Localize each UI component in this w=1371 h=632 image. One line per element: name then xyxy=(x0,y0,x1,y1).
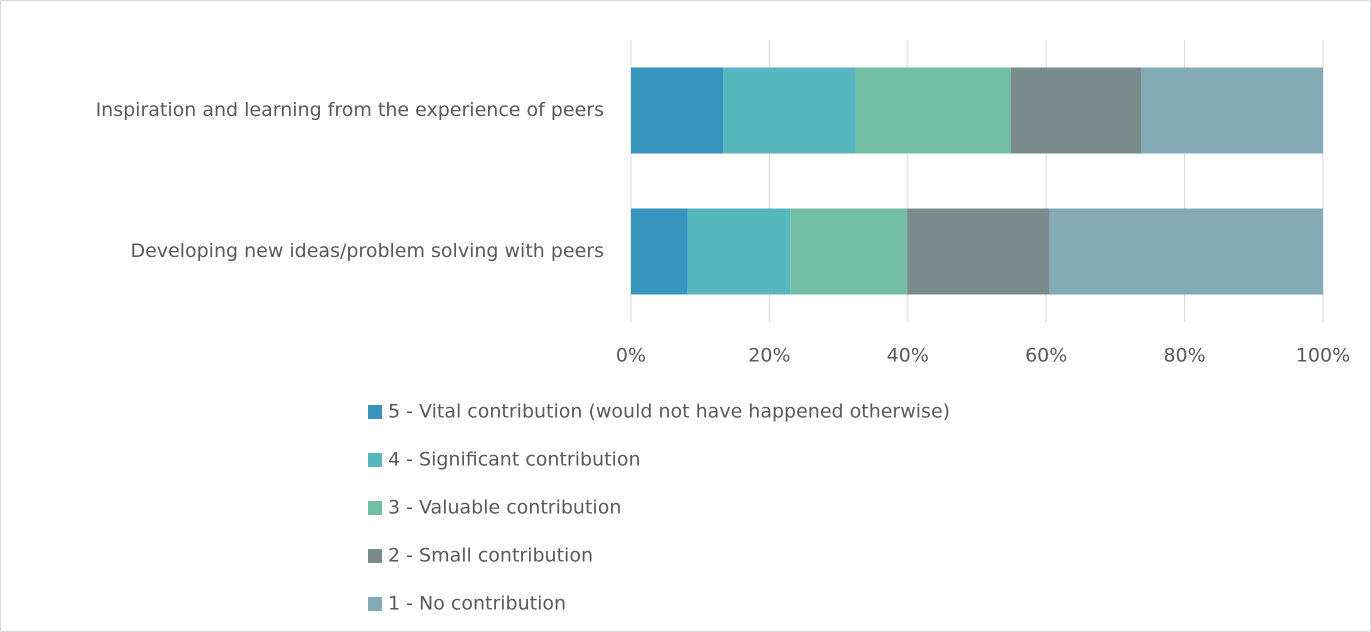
x-tick-label: 60% xyxy=(1025,345,1067,367)
bar-segment xyxy=(790,208,908,295)
x-tick-label: 20% xyxy=(748,345,790,367)
bar-segment xyxy=(687,208,791,295)
bar-segment xyxy=(723,67,856,154)
legend-swatch xyxy=(368,405,382,419)
bar-segment xyxy=(1049,208,1323,295)
bar-segment xyxy=(855,67,1011,154)
bar-segment xyxy=(1010,67,1142,154)
legend-label: 2 - Small contribution xyxy=(388,545,593,567)
legend-swatch xyxy=(368,597,382,611)
legend-swatch xyxy=(368,549,382,563)
x-tick-label: 40% xyxy=(887,345,929,367)
legend-label: 5 - Vital contribution (would not have h… xyxy=(388,401,950,423)
legend-swatch xyxy=(368,453,382,467)
bar-segment xyxy=(907,208,1050,295)
y-tick-label: Inspiration and learning from the experi… xyxy=(96,99,604,121)
x-tick-label: 80% xyxy=(1163,345,1205,367)
x-tick-label: 0% xyxy=(616,345,646,367)
legend-label: 4 - Significant contribution xyxy=(388,449,640,471)
legend-swatch xyxy=(368,501,382,515)
bar-segment xyxy=(631,67,724,154)
legend-label: 1 - No contribution xyxy=(388,593,566,615)
bar-segment xyxy=(1141,67,1323,154)
y-tick-label: Developing new ideas/problem solving wit… xyxy=(130,240,604,262)
legend-label: 3 - Valuable contribution xyxy=(388,497,621,519)
bar-segment xyxy=(631,208,688,295)
x-tick-label: 100% xyxy=(1296,345,1350,367)
